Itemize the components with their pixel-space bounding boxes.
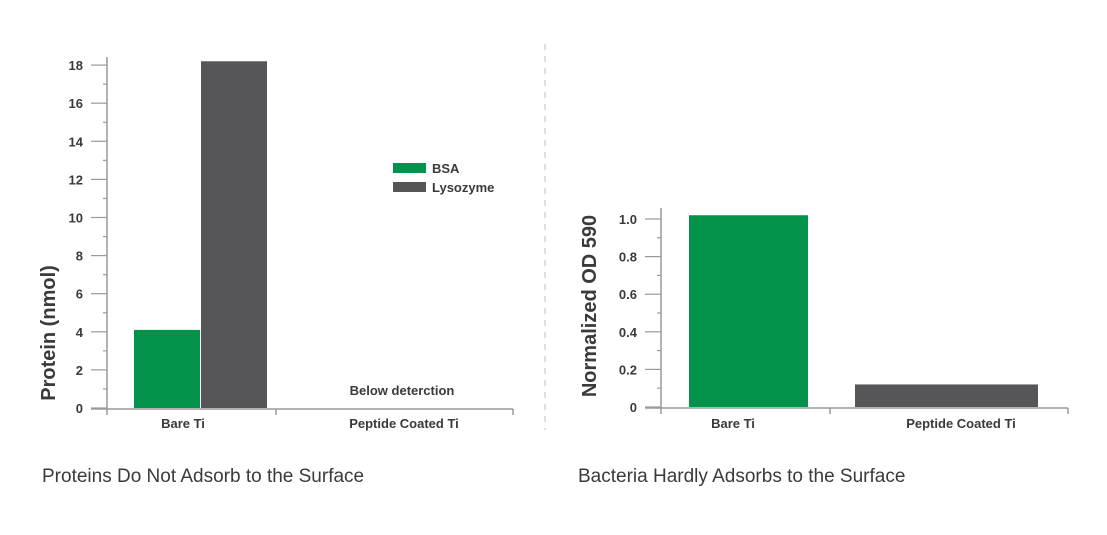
legend-swatch-lysozyme [393,182,426,192]
y-tick-label: 0.8 [619,250,637,265]
y-tick-label: 14 [69,134,84,149]
y-tick-label: 12 [69,172,83,187]
bar-bsa-bare-ti [134,329,200,408]
legend-label-bsa: BSA [432,161,460,176]
below-detection-annotation: Below deterction [350,383,455,398]
legend: BSA Lysozyme [393,161,494,195]
y-tick-label: 8 [76,249,83,264]
chart-caption-proteins: Proteins Do Not Adsorb to the Surface [42,466,365,487]
bar-bare-ti [689,215,808,407]
bacteria-adsorption-chart: 0 0.2 0.4 0.6 0.8 1.0 Bare Ti Peptide Coated … [579,208,1069,431]
y-axis-ticks: 0 2 4 6 8 10 12 14 16 18 [69,58,107,416]
y-tick-label: 0.2 [619,362,637,377]
y-tick-label: 4 [76,325,84,340]
x-category-label-bare-ti: Bare Ti [711,416,755,431]
bar-lysozyme-bare-ti [201,61,267,408]
y-axis-title: Normalized OD 590 [579,215,601,397]
legend-label-lysozyme: Lysozyme [432,180,494,195]
y-tick-label: 0 [76,401,83,416]
y-tick-label: 18 [69,58,83,73]
y-axis-title: Protein (nmol) [38,265,60,401]
x-category-label-bare-ti: Bare Ti [161,416,205,431]
y-tick-label: 16 [69,96,83,111]
x-category-label-peptide-coated-ti: Peptide Coated Ti [349,416,459,431]
protein-adsorption-chart: 0 2 4 6 8 10 12 14 16 18 Bare Ti Peptide Coated T… [38,57,514,431]
y-tick-label: 0 [630,400,637,415]
y-tick-label: 1.0 [619,212,637,227]
bars [134,61,267,408]
bars [689,215,1038,407]
y-tick-label: 10 [69,211,83,226]
y-tick-label: 6 [76,287,83,302]
y-tick-label: 0.4 [619,325,638,340]
legend-swatch-bsa [393,163,426,173]
y-axis-ticks: 0 0.2 0.4 0.6 0.8 1.0 [619,212,661,415]
y-tick-label: 2 [76,363,83,378]
y-tick-label: 0.6 [619,287,637,302]
chart-caption-bacteria: Bacteria Hardly Adsorbs to the Surface [578,466,906,487]
bar-peptide-coated-ti [855,384,1038,407]
x-category-label-peptide-coated-ti: Peptide Coated Ti [906,416,1016,431]
